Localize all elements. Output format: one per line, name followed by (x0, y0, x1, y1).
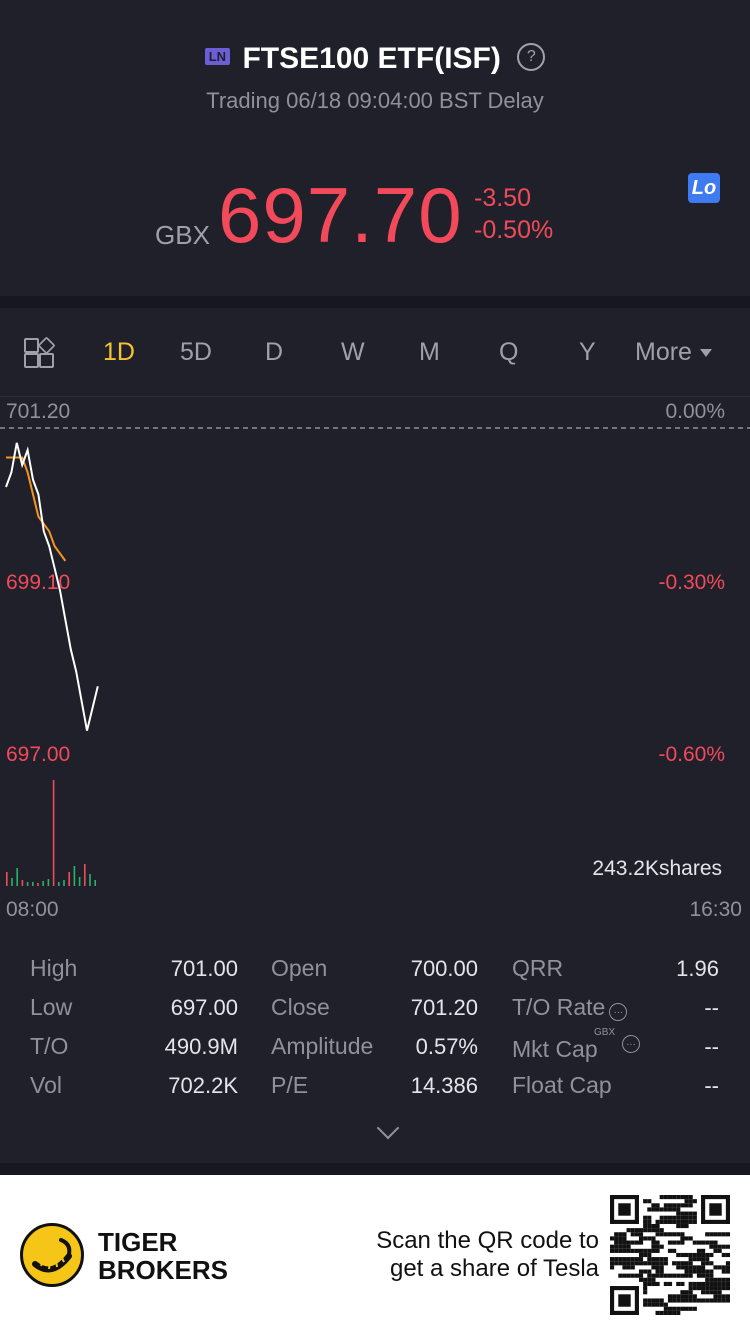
volume-bar (89, 874, 91, 886)
trading-status: Trading 06/18 09:04:00 BST Delay (206, 88, 544, 113)
volume-bar (84, 864, 86, 886)
period-tabs: 1D 5D D W M Q Y More (0, 308, 750, 397)
stat-to-rate-label: T/O Rate… (512, 994, 628, 1023)
x-axis-start: 08:00 (6, 898, 59, 921)
stat-low-label: Low (30, 994, 73, 1020)
volume-bar (47, 879, 50, 886)
promo-line-1: Scan the QR code to (376, 1227, 599, 1254)
tab-1d[interactable]: 1D (103, 338, 135, 366)
volume-bar (11, 878, 13, 886)
volume-bar (16, 868, 18, 886)
tiger-logo-icon (20, 1223, 84, 1287)
tab-d[interactable]: D (265, 338, 284, 366)
stat-close-label: Close (271, 994, 330, 1020)
stat-float-cap-label: Float Cap (512, 1072, 612, 1098)
pct-axis-bottom: -0.60% (658, 743, 725, 766)
qr-code-icon (610, 1195, 730, 1315)
price-change: -3.50 (474, 184, 531, 212)
pct-axis-mid: -0.30% (658, 571, 725, 594)
tab-m[interactable]: M (419, 338, 440, 366)
tab-w[interactable]: W (341, 338, 365, 366)
stat-to-rate-value: -- (704, 995, 719, 1020)
promo-footer: TIGER BROKERS Scan the QR code to get a … (0, 1175, 750, 1335)
stat-qrr-value: 1.96 (676, 956, 719, 981)
stat-qrr-label: QRR (512, 955, 564, 981)
more-label: More (635, 338, 692, 366)
y-axis-bottom: 697.00 (6, 743, 71, 766)
question-circle-icon[interactable]: ? (517, 43, 546, 71)
tab-y[interactable]: Y (579, 338, 596, 366)
grid-icon[interactable] (24, 336, 56, 368)
stat-open-value: 700.00 (410, 956, 478, 981)
price-line (5, 442, 99, 731)
section-divider (0, 296, 750, 308)
mkt-cap-info-icon[interactable]: … (622, 1035, 640, 1053)
volume-bar (68, 872, 70, 886)
stat-vol-label: Vol (30, 1072, 62, 1098)
promo-line-2: get a share of Tesla (389, 1255, 599, 1282)
quote-header: LN FTSE100 ETF(ISF) ? Trading 06/18 09:0… (0, 0, 750, 296)
brand-line-1: TIGER (98, 1227, 178, 1257)
volume-bars (6, 780, 96, 886)
tab-more[interactable]: More (635, 338, 712, 367)
tab-q[interactable]: Q (499, 338, 519, 366)
exchange-badge: LN (204, 47, 231, 65)
y-axis-top: 701.20 (6, 400, 71, 423)
stat-float-cap-value: -- (704, 1073, 719, 1098)
volume-bar (37, 883, 39, 886)
stat-high-label: High (30, 955, 78, 981)
caret-down-icon (699, 349, 712, 357)
stat-to-label: T/O (30, 1033, 69, 1059)
volume-bar (26, 882, 29, 886)
volume-bar (63, 880, 65, 886)
stat-pe-value: 14.386 (410, 1073, 478, 1098)
pct-axis-top: 0.00% (665, 400, 725, 423)
mkt-cap-unit: GBX (594, 1027, 616, 1038)
last-price: 697.70 (218, 171, 463, 259)
stat-low-value: 697.00 (170, 995, 238, 1020)
y-axis-mid: 699.10 (6, 571, 71, 594)
section-divider-bottom (0, 1163, 750, 1175)
price-change-percent: -0.50% (474, 216, 554, 244)
chevron-down-icon[interactable] (376, 1116, 400, 1140)
volume-bar (58, 882, 60, 886)
volume-bar (32, 882, 34, 886)
stat-open-label: Open (271, 955, 328, 981)
stat-mkt-cap-label: Mkt Cap (512, 1036, 598, 1062)
stat-vol-value: 702.2K (168, 1073, 238, 1098)
intraday-chart[interactable]: 701.20 0.00% 699.10 -0.30% 697.00 -0.60%… (0, 397, 750, 927)
volume-bar (6, 872, 8, 886)
stat-high-value: 701.00 (170, 956, 238, 981)
volume-bar (78, 877, 81, 886)
stat-close-value: 701.20 (410, 995, 478, 1020)
stat-to-value: 490.9M (164, 1034, 238, 1059)
lo-badge[interactable]: Lo (688, 173, 720, 203)
currency-unit: GBX (155, 220, 210, 250)
volume-bar (73, 866, 76, 886)
volume-bar (94, 880, 96, 886)
x-axis-end: 16:30 (689, 898, 742, 921)
volume-bar (21, 880, 24, 886)
stat-to-rate-text: T/O Rate (512, 994, 606, 1020)
stat-mkt-cap-value: -- (704, 1034, 719, 1059)
average-price-line (6, 456, 67, 562)
volume-label: 243.2Kshares (592, 857, 722, 880)
stat-amplitude-value: 0.57% (415, 1034, 478, 1059)
volume-bar (52, 780, 55, 886)
stat-amplitude-label: Amplitude (271, 1033, 374, 1059)
chart-canvas (0, 427, 750, 886)
info-icon[interactable]: … (609, 1003, 628, 1021)
title-row: LN FTSE100 ETF(ISF) ? (0, 42, 750, 76)
volume-bar (42, 881, 44, 886)
security-title: FTSE100 ETF(ISF) (242, 42, 501, 75)
stat-pe-label: P/E (271, 1072, 309, 1098)
tab-5d[interactable]: 5D (180, 338, 212, 366)
brand-line-2: BROKERS (98, 1255, 229, 1285)
